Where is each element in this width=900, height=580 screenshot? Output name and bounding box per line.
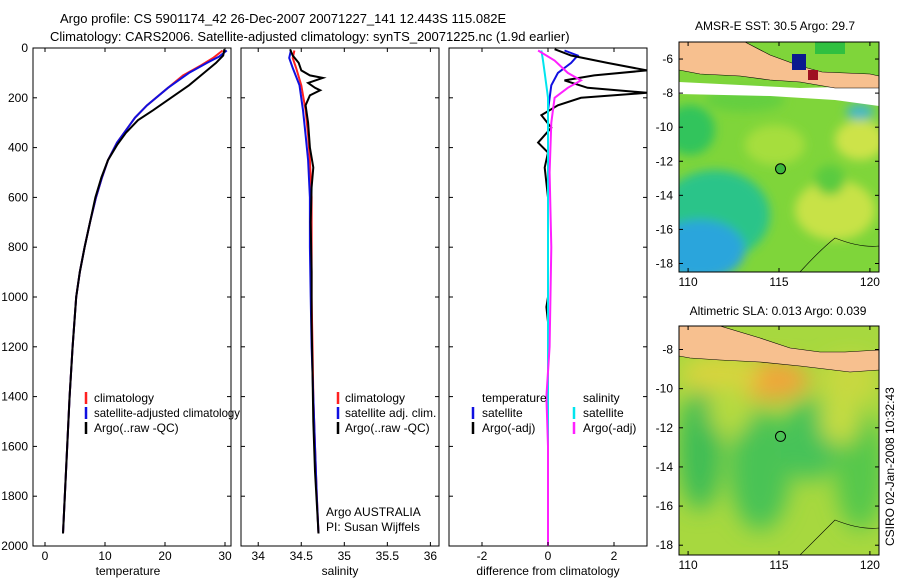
y-tick-label: 200 [8,91,28,105]
map-y-tick-label: -10 [656,120,674,134]
map-x-tick-label: 110 [679,558,698,572]
map-y-tick-label: -12 [656,421,674,435]
map-x-tick-label: 115 [769,558,788,572]
salinity-axes-box [240,47,440,547]
difference-legend: temperature satellite Argo(-adj) salinit… [471,391,636,435]
x-tick-label: 35 [338,549,352,563]
map-y-tick-label: -18 [656,538,674,552]
series-salinity-argo-adj- [537,49,584,546]
y-tick-label: 1000 [1,290,28,304]
x-tick-label: 35.5 [376,549,400,563]
map-y-tick-label: -18 [656,256,674,270]
map-y-tick-label: -16 [656,222,674,236]
legend-label: climatology [94,391,154,405]
map-y-tick-label: -8 [662,342,673,356]
map-x-tick-label: 120 [860,558,880,572]
legend-label: climatology [345,391,405,405]
map-y-tick-label: -14 [656,460,674,474]
y-tick-label: 2000 [1,539,28,553]
map-y-tick-label: -6 [662,52,673,66]
salinity-legend: climatology satellite adj. clim. Argo(..… [336,391,436,435]
x-tick-label: 34.5 [290,549,314,563]
x-tick-label: 20 [158,549,172,563]
series-argo-raw-qc- [62,49,226,534]
legend-label: Argo(..raw -QC) [345,421,430,435]
legend-label: Argo(-adj) [583,421,636,435]
map-y-tick-label: -14 [656,188,674,202]
legend-heading-salinity: salinity [583,391,620,405]
sst-map-field [679,42,879,272]
salinity-panel: 34 34.5 35 35.5 36 salinity climatology sate… [240,47,440,578]
x-tick-label: 2 [611,549,618,563]
salinity-xlabel: salinity [322,564,359,578]
sla-map-field [679,326,879,555]
temperature-xlabel: temperature [96,564,161,578]
difference-panel: -2 0 2 difference from climatology tempera… [448,47,648,578]
y-tick-label: 1600 [1,439,28,453]
pi-annotation: PI: Susan Wijffels [326,520,420,534]
map-y-tick-label: -16 [656,499,674,513]
map-y-tick-label: -12 [656,154,674,168]
float-owner-annotation: Argo AUSTRALIA [326,505,421,519]
sla-map-title: Altimetric SLA: 0.013 Argo: 0.039 [690,304,867,318]
map-x-tick-label: 115 [769,275,788,289]
sst-map-panel: AMSR-E SST: 30.5 Argo: 29.7 -6 -8 [656,19,881,289]
sst-map-title: AMSR-E SST: 30.5 Argo: 29.7 [695,19,855,33]
y-tick-label: 1400 [1,390,28,404]
temperature-panel: 0 200 400 600 800 1000 1200 1400 1600 1800 2000 0 10… [1,41,240,578]
map-x-tick-label: 110 [679,275,698,289]
sla-argo-location-marker [775,430,786,442]
y-tick-label: 1800 [1,489,28,503]
x-tick-label: -2 [477,549,488,563]
y-tick-label: 1200 [1,340,28,354]
series-salinity-satellite [540,50,549,546]
x-tick-label: 10 [98,549,112,563]
legend-label: satellite [583,406,624,420]
legend-label: satellite-adjusted climatology [94,406,240,420]
map-x-tick-label: 120 [860,275,880,289]
x-tick-label: 0 [42,549,49,563]
x-tick-label: 30 [218,549,232,563]
sla-map-panel: Altimetric SLA: 0.013 Argo: 0.039 -8 -10 -… [656,304,881,572]
y-tick-label: 400 [8,141,28,155]
y-tick-label: 0 [21,41,28,55]
x-tick-label: 34 [252,549,266,563]
series-argo-raw-qc- [289,48,327,534]
legend-label: Argo(..raw -QC) [94,421,179,435]
map-y-tick-label: -10 [656,382,674,396]
y-tick-label: 600 [8,190,28,204]
x-tick-label: 0 [545,549,552,563]
sst-argo-location-marker [775,163,786,175]
legend-label: Argo(-adj) [482,421,535,435]
difference-xlabel: difference from climatology [476,564,619,578]
map-y-tick-label: -8 [662,86,673,100]
figure-title-line1: Argo profile: CS 5901174_42 26-Dec-2007 … [60,11,507,26]
y-tick-label: 800 [8,240,28,254]
footer-timestamp: CSIRO 02-Jan-2008 10:32:43 [883,387,897,546]
legend-heading-temperature: temperature [482,391,547,405]
x-tick-label: 36 [424,549,438,563]
figure-title-line2: Climatology: CARS2006. Satellite-adjuste… [50,29,570,44]
legend-label: satellite adj. clim. [345,406,436,420]
legend-label: satellite [482,406,523,420]
temperature-legend: climatology satellite-adjusted climatolo… [84,391,240,435]
